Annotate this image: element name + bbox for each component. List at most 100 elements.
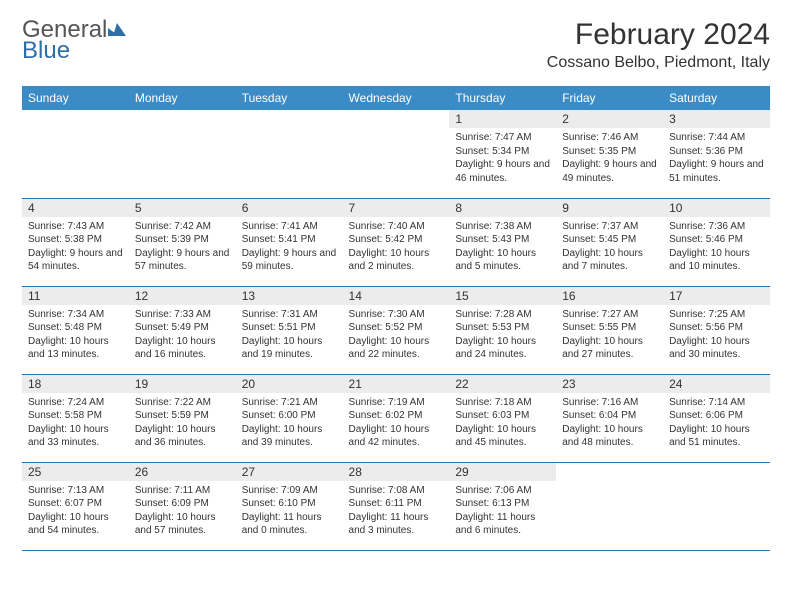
- calendar-row: 1Sunrise: 7:47 AMSunset: 5:34 PMDaylight…: [22, 110, 770, 198]
- daylight-line: Daylight: 10 hours and 5 minutes.: [455, 247, 550, 274]
- calendar-cell: 15 Sunrise: 7:28 AMSunset: 5:53 PMDayligh…: [449, 286, 556, 374]
- day-number: 11: [22, 287, 129, 305]
- daylight-line: Daylight: 10 hours and 39 minutes.: [242, 423, 337, 450]
- day-number: 12: [129, 287, 236, 305]
- day-body: Sunrise: 7:16 AMSunset: 6:04 PMDaylight:…: [556, 393, 663, 454]
- location: Cossano Belbo, Piedmont, Italy: [547, 54, 770, 72]
- day-number: 22: [449, 375, 556, 393]
- day-body: Sunrise: 7:11 AMSunset: 6:09 PMDaylight:…: [129, 481, 236, 542]
- sunset-line: Sunset: 6:06 PM: [669, 409, 764, 423]
- day-number: 28: [343, 463, 450, 481]
- day-number: 13: [236, 287, 343, 305]
- daylight-line: Daylight: 10 hours and 33 minutes.: [28, 423, 123, 450]
- day-body: Sunrise: 7:08 AMSunset: 6:11 PMDaylight:…: [343, 481, 450, 542]
- calendar-cell: 6Sunrise: 7:41 AMSunset: 5:41 PMDaylight…: [236, 198, 343, 286]
- sunset-line: Sunset: 6:04 PM: [562, 409, 657, 423]
- sunset-line: Sunset: 5:43 PM: [455, 233, 550, 247]
- sunrise-line: Sunrise: 7:24 AM: [28, 396, 123, 410]
- day-body: Sunrise: 7:37 AMSunset: 5:45 PMDaylight:…: [556, 217, 663, 278]
- calendar-body: 1Sunrise: 7:47 AMSunset: 5:34 PMDaylight…: [22, 110, 770, 550]
- daylight-line: Daylight: 10 hours and 16 minutes.: [135, 335, 230, 362]
- daylight-line: Daylight: 11 hours and 3 minutes.: [349, 511, 444, 538]
- calendar-header-row: SundayMondayTuesdayWednesdayThursdayFrid…: [22, 86, 770, 110]
- calendar-cell: 16Sunrise: 7:27 AMSunset: 5:55 PMDayligh…: [556, 286, 663, 374]
- calendar-cell: [663, 462, 770, 550]
- day-body: Sunrise: 7:41 AMSunset: 5:41 PMDaylight:…: [236, 217, 343, 278]
- calendar-cell: 23Sunrise: 7:16 AMSunset: 6:04 PMDayligh…: [556, 374, 663, 462]
- calendar-cell: 26Sunrise: 7:11 AMSunset: 6:09 PMDayligh…: [129, 462, 236, 550]
- sunrise-line: Sunrise: 7:21 AM: [242, 396, 337, 410]
- day-number: 25: [22, 463, 129, 481]
- day-body: Sunrise: 7:46 AMSunset: 5:35 PMDaylight:…: [556, 128, 663, 189]
- calendar-cell: 24Sunrise: 7:14 AMSunset: 6:06 PMDayligh…: [663, 374, 770, 462]
- weekday-header: Saturday: [663, 86, 770, 110]
- day-body: Sunrise: 7:30 AMSunset: 5:52 PMDaylight:…: [343, 305, 450, 366]
- day-number: 27: [236, 463, 343, 481]
- calendar-cell: [22, 110, 129, 198]
- day-body: Sunrise: 7:18 AMSunset: 6:03 PMDaylight:…: [449, 393, 556, 454]
- day-number: 14: [343, 287, 450, 305]
- calendar-cell: 5Sunrise: 7:42 AMSunset: 5:39 PMDaylight…: [129, 198, 236, 286]
- calendar-cell: 2Sunrise: 7:46 AMSunset: 5:35 PMDaylight…: [556, 110, 663, 198]
- daylight-line: Daylight: 10 hours and 51 minutes.: [669, 423, 764, 450]
- day-body: Sunrise: 7:06 AMSunset: 6:13 PMDaylight:…: [449, 481, 556, 542]
- sunset-line: Sunset: 6:02 PM: [349, 409, 444, 423]
- day-number: 15: [449, 287, 556, 305]
- weekday-header: Monday: [129, 86, 236, 110]
- daylight-line: Daylight: 10 hours and 36 minutes.: [135, 423, 230, 450]
- day-body: Sunrise: 7:34 AMSunset: 5:48 PMDaylight:…: [22, 305, 129, 366]
- sunrise-line: Sunrise: 7:34 AM: [28, 308, 123, 322]
- daylight-line: Daylight: 10 hours and 27 minutes.: [562, 335, 657, 362]
- day-number: 19: [129, 375, 236, 393]
- sunset-line: Sunset: 5:56 PM: [669, 321, 764, 335]
- calendar-cell: 17Sunrise: 7:25 AMSunset: 5:56 PMDayligh…: [663, 286, 770, 374]
- day-body: Sunrise: 7:24 AMSunset: 5:58 PMDaylight:…: [22, 393, 129, 454]
- calendar-cell: 1Sunrise: 7:47 AMSunset: 5:34 PMDaylight…: [449, 110, 556, 198]
- calendar-cell: 9Sunrise: 7:37 AMSunset: 5:45 PMDaylight…: [556, 198, 663, 286]
- weekday-header: Tuesday: [236, 86, 343, 110]
- daylight-line: Daylight: 10 hours and 2 minutes.: [349, 247, 444, 274]
- daylight-line: Daylight: 9 hours and 51 minutes.: [669, 158, 764, 185]
- daylight-line: Daylight: 10 hours and 30 minutes.: [669, 335, 764, 362]
- daylight-line: Daylight: 10 hours and 22 minutes.: [349, 335, 444, 362]
- daylight-line: Daylight: 10 hours and 24 minutes.: [455, 335, 550, 362]
- month-title: February 2024: [547, 18, 770, 52]
- sunset-line: Sunset: 5:49 PM: [135, 321, 230, 335]
- daylight-line: Daylight: 11 hours and 6 minutes.: [455, 511, 550, 538]
- day-body: Sunrise: 7:14 AMSunset: 6:06 PMDaylight:…: [663, 393, 770, 454]
- day-number: 6: [236, 199, 343, 217]
- day-number: 9: [556, 199, 663, 217]
- weekday-header: Thursday: [449, 86, 556, 110]
- sunset-line: Sunset: 5:45 PM: [562, 233, 657, 247]
- day-body: Sunrise: 7:44 AMSunset: 5:36 PMDaylight:…: [663, 128, 770, 189]
- day-body: Sunrise: 7:47 AMSunset: 5:34 PMDaylight:…: [449, 128, 556, 189]
- sunset-line: Sunset: 5:39 PM: [135, 233, 230, 247]
- sunset-line: Sunset: 5:35 PM: [562, 145, 657, 159]
- sunrise-line: Sunrise: 7:43 AM: [28, 220, 123, 234]
- sunrise-line: Sunrise: 7:33 AM: [135, 308, 230, 322]
- sunset-line: Sunset: 5:53 PM: [455, 321, 550, 335]
- day-number: 23: [556, 375, 663, 393]
- calendar-cell: 29Sunrise: 7:06 AMSunset: 6:13 PMDayligh…: [449, 462, 556, 550]
- sunrise-line: Sunrise: 7:46 AM: [562, 131, 657, 145]
- calendar-cell: 19Sunrise: 7:22 AMSunset: 5:59 PMDayligh…: [129, 374, 236, 462]
- calendar-cell: 28Sunrise: 7:08 AMSunset: 6:11 PMDayligh…: [343, 462, 450, 550]
- calendar-cell: 8Sunrise: 7:38 AMSunset: 5:43 PMDaylight…: [449, 198, 556, 286]
- calendar-cell: [556, 462, 663, 550]
- day-number: 24: [663, 375, 770, 393]
- sunrise-line: Sunrise: 7:27 AM: [562, 308, 657, 322]
- sunset-line: Sunset: 6:09 PM: [135, 497, 230, 511]
- day-body: Sunrise: 7:31 AMSunset: 5:51 PMDaylight:…: [236, 305, 343, 366]
- sunrise-line: Sunrise: 7:09 AM: [242, 484, 337, 498]
- sunset-line: Sunset: 5:58 PM: [28, 409, 123, 423]
- daylight-line: Daylight: 10 hours and 48 minutes.: [562, 423, 657, 450]
- sunset-line: Sunset: 5:46 PM: [669, 233, 764, 247]
- sunrise-line: Sunrise: 7:37 AM: [562, 220, 657, 234]
- calendar-cell: 13Sunrise: 7:31 AMSunset: 5:51 PMDayligh…: [236, 286, 343, 374]
- daylight-line: Daylight: 10 hours and 13 minutes.: [28, 335, 123, 362]
- sunrise-line: Sunrise: 7:28 AM: [455, 308, 550, 322]
- calendar-cell: 4Sunrise: 7:43 AMSunset: 5:38 PMDaylight…: [22, 198, 129, 286]
- day-number: 5: [129, 199, 236, 217]
- calendar-cell: [343, 110, 450, 198]
- day-number: 26: [129, 463, 236, 481]
